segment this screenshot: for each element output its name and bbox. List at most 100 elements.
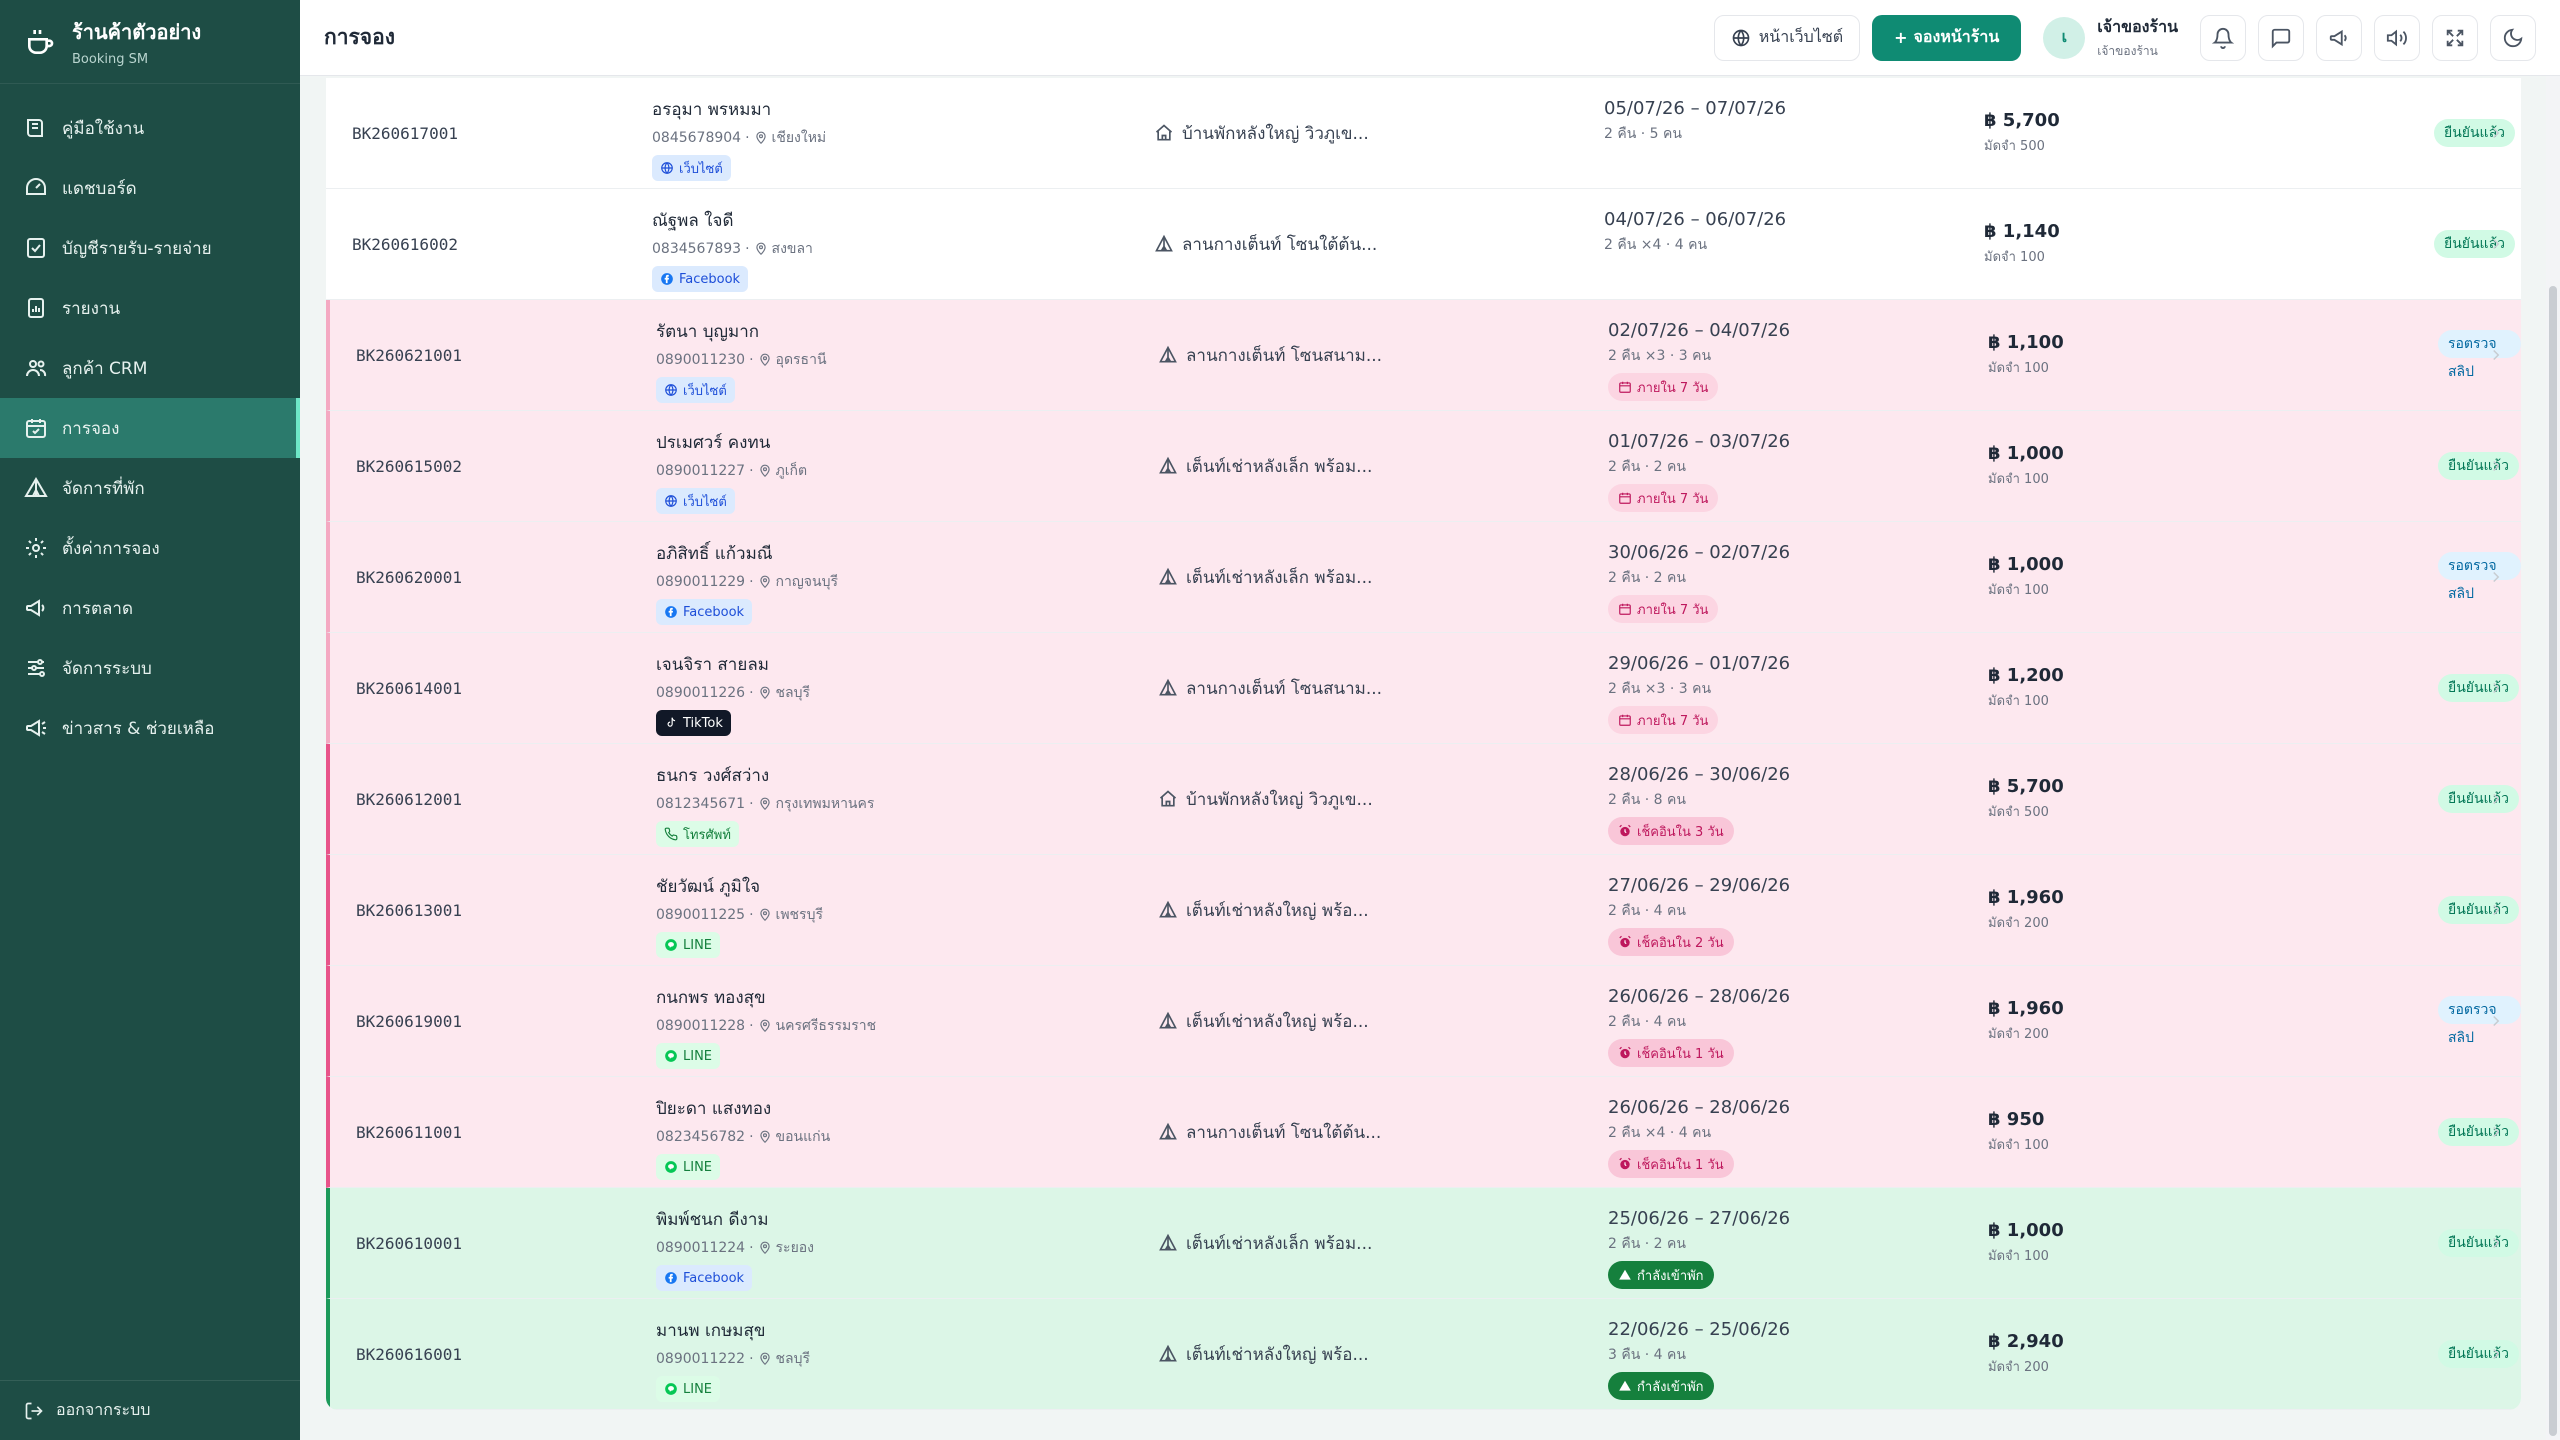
fullscreen-button[interactable]	[2432, 14, 2478, 61]
messages-button[interactable]	[2258, 14, 2304, 61]
channel-badge: โทรศัพท์	[656, 821, 739, 847]
customer-phone: 0890011227	[656, 463, 746, 479]
sidebar-item-gear[interactable]: ตั้งค่าการจอง	[0, 518, 300, 578]
booking-row[interactable]: BK260615002 ปรเมศวร์ คงทน 0890011227 · ภูเก็…	[326, 411, 2521, 522]
alarm-icon	[1619, 935, 1631, 948]
room-name: บ้านพักหลังใหญ่ วิวภูเข...	[1158, 786, 1373, 813]
sound-button[interactable]	[2374, 14, 2420, 61]
customer-province: ขอนแก่น	[775, 1129, 831, 1145]
brand[interactable]: ร้านค้าตัวอย่าง Booking SM	[0, 0, 300, 84]
room-label: บ้านพักหลังใหญ่ วิวภูเข...	[1186, 789, 1373, 810]
chevron-right-icon[interactable]	[2487, 1123, 2505, 1141]
booking-row[interactable]: BK260619001 กนกพร ทองสุข 0890011228 · นครศรี…	[326, 966, 2521, 1077]
website-button[interactable]: หน้าเว็บไซต์	[1713, 14, 1861, 61]
channel-badge: LINE	[656, 1043, 721, 1069]
calendar-icon	[26, 419, 46, 438]
scrollbar-thumb[interactable]	[2549, 286, 2557, 1436]
stay-dates: 29/06/26 – 01/07/26	[1608, 653, 1791, 674]
chevron-right-icon[interactable]	[2487, 568, 2505, 586]
booking-row[interactable]: BK260613001 ชัยวัฒน์ ภูมิใจ 0890011225 · เพช…	[326, 855, 2521, 966]
total-price: ฿ 1,000	[1988, 554, 2064, 575]
booking-row[interactable]: BK260620001 อภิสิทธิ์ แก้วมณี 0890011229 · ก…	[326, 522, 2521, 633]
sidebar-item-book[interactable]: คู่มือใช้งาน	[0, 98, 300, 158]
scrollbar[interactable]	[2546, 76, 2560, 1440]
bookings-table: BK260617001 อรอุมา พรหมมา 0845678904 · เชียง…	[326, 78, 2521, 1410]
booking-id: BK260612001	[356, 789, 462, 809]
customer-phone: 0890011226	[656, 685, 746, 701]
booking-row[interactable]: BK260612001 ธนกร วงศ์สว่าง 0812345671 · กรุง…	[326, 744, 2521, 855]
booking-id: BK260621001	[356, 345, 462, 365]
chevron-right-icon[interactable]	[2487, 124, 2505, 142]
plus-icon: +	[1894, 28, 1908, 47]
status-badge: ยืนยันแล้ว	[2438, 896, 2520, 924]
map-pin-icon	[759, 1241, 770, 1255]
bell-icon	[2212, 27, 2234, 49]
avatar: เ	[2043, 16, 2086, 59]
stay-dates: 26/06/26 – 28/06/26	[1608, 986, 1791, 1007]
user-role: เจ้าของร้าน	[2097, 43, 2158, 58]
tent-icon	[1159, 567, 1177, 585]
chevron-right-icon[interactable]	[2487, 235, 2505, 253]
booking-row[interactable]: BK260610001 พิมพ์ชนก ดีงาม 0890011224 · ระยอ…	[326, 1188, 2521, 1299]
total-price: ฿ 1,200	[1988, 665, 2064, 686]
sidebar-item-megaphone[interactable]: การตลาด	[0, 578, 300, 638]
customer-phone: 0890011224	[656, 1240, 746, 1256]
sidebar-item-announce[interactable]: ข่าวสาร & ช่วยเหลือ	[0, 698, 300, 758]
chevron-right-icon[interactable]	[2487, 790, 2505, 808]
sliders-icon	[28, 659, 45, 677]
room-label: ลานกางเต็นท์ โซนใต้ต้น...	[1186, 1122, 1382, 1143]
sidebar-item-calendar[interactable]: การจอง	[0, 398, 300, 458]
timing-badge: เช็คอินใน 1 วัน	[1608, 1150, 1734, 1178]
tiktok-icon	[667, 717, 676, 727]
walk-in-booking-button[interactable]: + จองหน้าร้าน	[1872, 14, 2022, 61]
chevron-right-icon[interactable]	[2487, 679, 2505, 697]
customer-province: นครศรีธรรมราช	[775, 1018, 877, 1034]
booking-row[interactable]: BK260614001 เจนจิรา สายลม 0890011226 · ชลบุร…	[326, 633, 2521, 744]
logout-button[interactable]: ออกจากระบบ	[0, 1380, 300, 1440]
booking-row[interactable]: BK260617001 อรอุมา พรหมมา 0845678904 · เชียง…	[326, 78, 2521, 189]
chevron-right-icon[interactable]	[2487, 346, 2505, 364]
total-price: ฿ 1,000	[1988, 1220, 2064, 1241]
channel-label: LINE	[683, 937, 713, 953]
sidebar-item-sliders[interactable]: จัดการระบบ	[0, 638, 300, 698]
room-label: เต็นท์เช่าหลังเล็ก พร้อม...	[1186, 456, 1373, 477]
sidebar-item-ledger[interactable]: บัญชีรายรับ-รายจ่าย	[0, 218, 300, 278]
ledger-icon	[27, 238, 45, 258]
booking-row[interactable]: BK260611001 ปิยะดา แสงทอง 0823456782 · ขอนแก…	[326, 1077, 2521, 1188]
room-name: ลานกางเต็นท์ โซนสนาม...	[1158, 342, 1382, 369]
calendar-icon	[1619, 714, 1631, 726]
customer-phone: 0834567893	[652, 241, 742, 257]
booking-row[interactable]: BK260616001 มานพ เกษมสุข 0890011222 · ชลบุรี…	[326, 1299, 2521, 1410]
chevron-right-icon[interactable]	[2487, 1234, 2505, 1252]
deposit-amount: มัดจำ 200	[1988, 1360, 2049, 1375]
map-pin-icon	[759, 686, 770, 700]
room-name: ลานกางเต็นท์ โซนใต้ต้น...	[1158, 1119, 1381, 1146]
home-icon	[1159, 790, 1177, 807]
announcements-button[interactable]	[2316, 14, 2362, 61]
chevron-right-icon[interactable]	[2487, 1012, 2505, 1030]
globe-icon	[665, 495, 677, 507]
sidebar-item-tent[interactable]: จัดการที่พัก	[0, 458, 300, 518]
stay-dates: 25/06/26 – 27/06/26	[1608, 1208, 1791, 1229]
sidebar-item-report[interactable]: รายงาน	[0, 278, 300, 338]
timing-badge: เช็คอินใน 1 วัน	[1608, 1039, 1734, 1067]
booking-row[interactable]: BK260616002 ณัฐพล ใจดี 0834567893 · สงขลา Fac…	[326, 189, 2521, 300]
nights-guests: 2 คืน · 2 คน	[1608, 1236, 1686, 1252]
booking-row[interactable]: BK260621001 รัตนา บุญมาก 0890011230 · อุดรธา…	[326, 300, 2521, 411]
channel-label: Facebook	[683, 1270, 745, 1286]
chevron-right-icon[interactable]	[2487, 457, 2505, 475]
separator-dot: ·	[749, 907, 754, 923]
deposit-amount: มัดจำ 100	[1988, 694, 2049, 709]
gear-icon	[26, 538, 46, 558]
theme-toggle-button[interactable]	[2490, 14, 2536, 61]
sidebar-item-users[interactable]: ลูกค้า CRM	[0, 338, 300, 398]
sidebar-item-label: แดชบอร์ด	[62, 178, 137, 199]
sidebar-item-dashboard[interactable]: แดชบอร์ด	[0, 158, 300, 218]
stay-dates: 30/06/26 – 02/07/26	[1608, 542, 1791, 563]
notifications-button[interactable]	[2200, 14, 2246, 61]
user-menu[interactable]: เ เจ้าของร้าน เจ้าของร้าน	[2033, 15, 2188, 61]
nights-guests: 2 คืน · 2 คน	[1608, 570, 1686, 586]
separator-dot: ·	[749, 1129, 754, 1145]
chevron-right-icon[interactable]	[2487, 1345, 2505, 1363]
chevron-right-icon[interactable]	[2487, 901, 2505, 919]
